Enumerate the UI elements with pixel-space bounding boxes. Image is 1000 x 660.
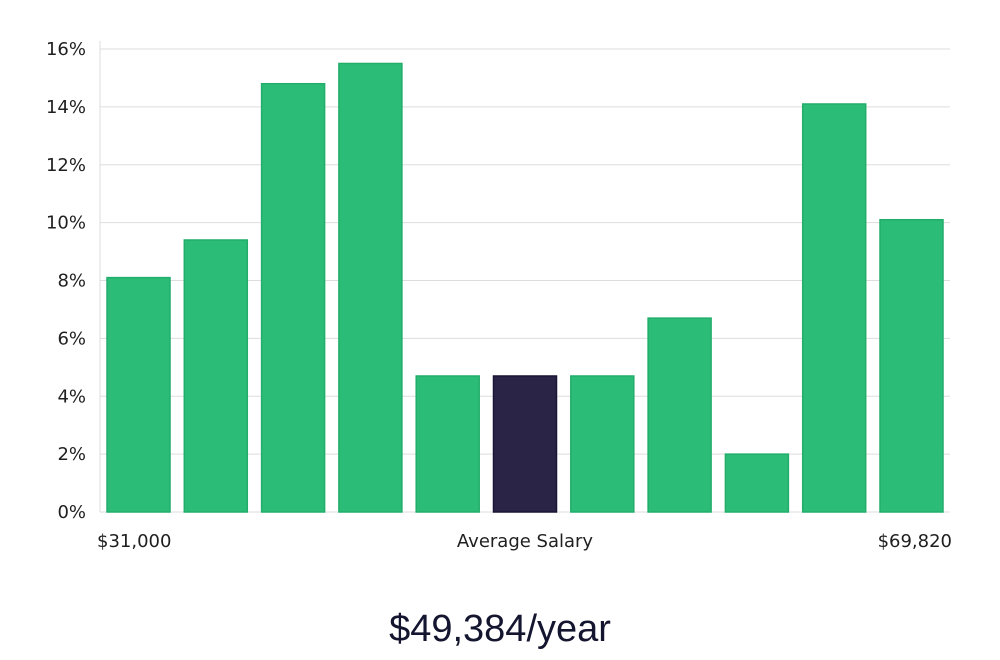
y-tick-label: 8% [57, 271, 86, 292]
y-tick-label: 0% [57, 502, 86, 523]
bar [570, 375, 635, 513]
bar [415, 375, 480, 513]
bar [338, 62, 403, 513]
y-tick-label: 14% [46, 97, 86, 118]
bar-highlighted [492, 375, 558, 513]
y-tick-label: 12% [46, 155, 86, 176]
bar [647, 317, 712, 513]
x-min-label: $31,000 [97, 531, 171, 552]
x-max-label: $69,820 [878, 531, 952, 552]
bar [879, 218, 944, 513]
bar [801, 103, 867, 513]
bar [724, 453, 790, 513]
bar [260, 82, 326, 513]
y-tick-label: 10% [46, 213, 86, 234]
y-tick-label: 2% [57, 444, 86, 465]
x-axis-label: Average Salary [457, 531, 594, 552]
average-salary-value: $49,384/year [389, 608, 611, 650]
y-tick-label: 16% [46, 39, 86, 60]
y-tick-label: 4% [57, 386, 86, 407]
bar [106, 276, 171, 513]
y-tick-label: 6% [57, 328, 86, 349]
bar [183, 239, 249, 513]
